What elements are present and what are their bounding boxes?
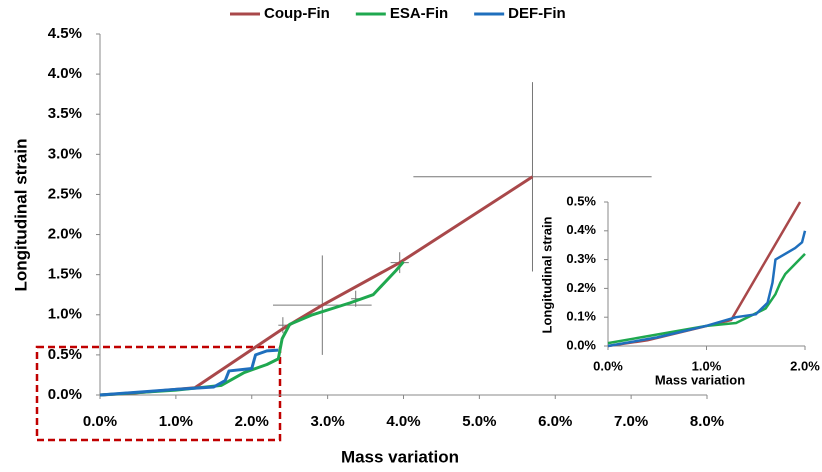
y-tick-label: 0.2%: [566, 280, 596, 295]
legend-label: DEF-Fin: [508, 5, 566, 22]
y-tick-label: 1.0%: [48, 306, 82, 323]
x-tick-label: 0.0%: [83, 413, 117, 430]
x-tick-label: 8.0%: [690, 413, 724, 430]
x-tick-label: 4.0%: [386, 413, 420, 430]
series-line: [99, 348, 279, 397]
series-line: [607, 230, 807, 348]
y-tick-label: 0.0%: [48, 386, 82, 403]
y-tick-label: 0.1%: [566, 309, 596, 324]
x-tick-label: 7.0%: [614, 413, 648, 430]
legend-label: Coup-Fin: [264, 5, 330, 22]
y-tick-label: 2.0%: [48, 226, 82, 243]
y-axis-title: Longitudinal strain: [11, 139, 30, 292]
y-tick-label: 3.5%: [48, 105, 82, 122]
y-tick-label: 0.0%: [566, 337, 596, 352]
x-tick-label: 1.0%: [692, 358, 722, 373]
zoom-region: [35, 345, 282, 442]
y-tick-label: 3.0%: [48, 145, 82, 162]
x-tick-label: 2.0%: [790, 358, 820, 373]
y-tick-label: 4.5%: [48, 25, 82, 42]
x-tick-label: 6.0%: [538, 413, 572, 430]
series-line: [99, 260, 405, 397]
y-tick-label: 1.5%: [48, 266, 82, 283]
y-tick-label: 0.4%: [566, 222, 596, 237]
x-tick-label: 5.0%: [462, 413, 496, 430]
legend-label: ESA-Fin: [390, 5, 448, 22]
series-line: [99, 175, 534, 397]
y-tick-label: 0.3%: [566, 251, 596, 266]
x-axis-title: Mass variation: [655, 372, 745, 387]
series-line: [607, 252, 806, 345]
y-tick-label: 4.0%: [48, 65, 82, 82]
x-tick-label: 0.0%: [593, 358, 623, 373]
y-axis-title: Longitudinal strain: [539, 216, 554, 333]
x-tick-label: 3.0%: [311, 413, 345, 430]
series-line: [607, 201, 802, 348]
y-tick-label: 0.5%: [48, 346, 82, 363]
y-tick-label: 2.5%: [48, 185, 82, 202]
x-tick-label: 2.0%: [235, 413, 269, 430]
y-tick-label: 0.5%: [566, 193, 596, 208]
x-tick-label: 1.0%: [159, 413, 193, 430]
x-axis-title: Mass variation: [341, 447, 459, 466]
